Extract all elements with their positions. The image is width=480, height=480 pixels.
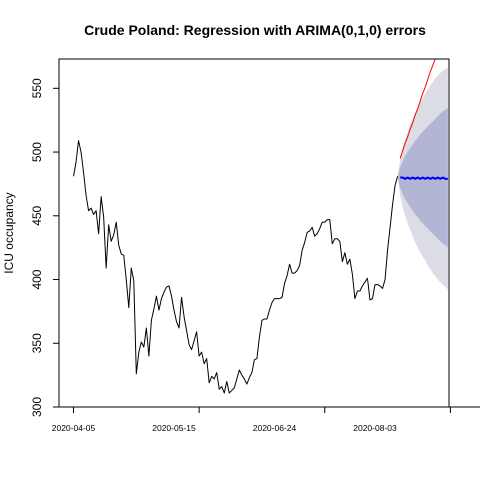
x-tick-label: 2020-06-24	[253, 423, 297, 433]
chart-title: Crude Poland: Regression with ARIMA(0,1,…	[84, 22, 426, 38]
x-tick-label: 2020-05-15	[152, 423, 196, 433]
series-actual-after-line	[399, 59, 436, 159]
x-axis: 2020-04-05 2020-05-15 2020-06-24 2020-08-03	[52, 406, 480, 433]
y-tick-label: 500	[30, 142, 44, 162]
y-tick-label: 400	[30, 269, 44, 289]
y-tick-label: 450	[30, 205, 44, 225]
y-tick-label: 300	[30, 397, 44, 417]
y-tick-label: 350	[30, 333, 44, 353]
series-forecast-mean-line	[400, 176, 448, 180]
y-tick-label: 550	[30, 78, 44, 98]
series-observed-line	[73, 140, 399, 394]
y-axis-label: ICU occupancy	[2, 192, 16, 273]
y-axis: 300 350 400 450 500 550	[30, 78, 60, 417]
x-tick-label: 2020-04-05	[52, 423, 96, 433]
series-layer	[73, 59, 448, 394]
x-tick-label: 2020-08-03	[353, 423, 397, 433]
